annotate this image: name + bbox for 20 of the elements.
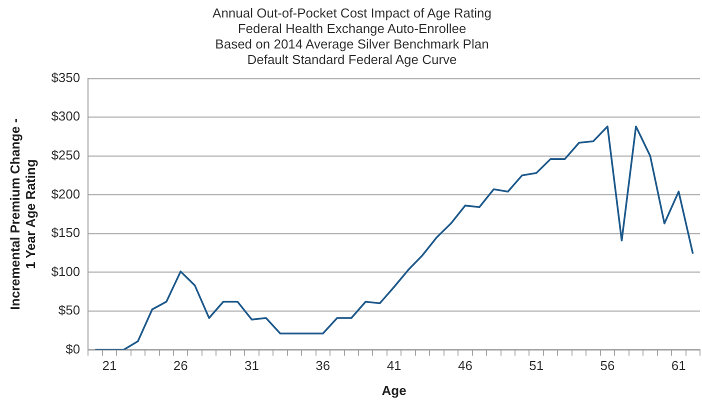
y-tick-label: $100 <box>51 264 80 279</box>
x-axis-title: Age <box>382 382 406 398</box>
y-tick-label: $200 <box>51 186 80 202</box>
x-tick-label: 56 <box>600 358 615 374</box>
y-tick-label: $150 <box>51 225 80 240</box>
x-tick-label: 46 <box>458 358 472 374</box>
y-tick-label: $0 <box>66 341 80 356</box>
x-tick-label: 61 <box>671 358 686 374</box>
x-tick-label: 51 <box>529 358 544 374</box>
x-tick-label: 36 <box>316 358 330 374</box>
x-tick-label: 31 <box>244 358 259 374</box>
y-tick-label: $350 <box>51 70 80 85</box>
y-tick-label: $50 <box>58 302 80 318</box>
chart-title: Annual Out-of-Pocket Cost Impact of Age Rating Federal Health Exchange Auto-Enrollee Based on 2014 Average Silver Benchmark Plan Default Standard Federal Age Curve <box>212 5 492 68</box>
y-tick-label: $250 <box>51 148 80 163</box>
x-tick-label: 21 <box>102 358 117 374</box>
x-tick-label: 26 <box>173 358 188 374</box>
y-axis-title: Incremental Premium Change - 1 Year Age Rating <box>7 118 38 310</box>
y-tick-label: $300 <box>51 108 80 124</box>
x-tick-label: 41 <box>386 358 402 374</box>
